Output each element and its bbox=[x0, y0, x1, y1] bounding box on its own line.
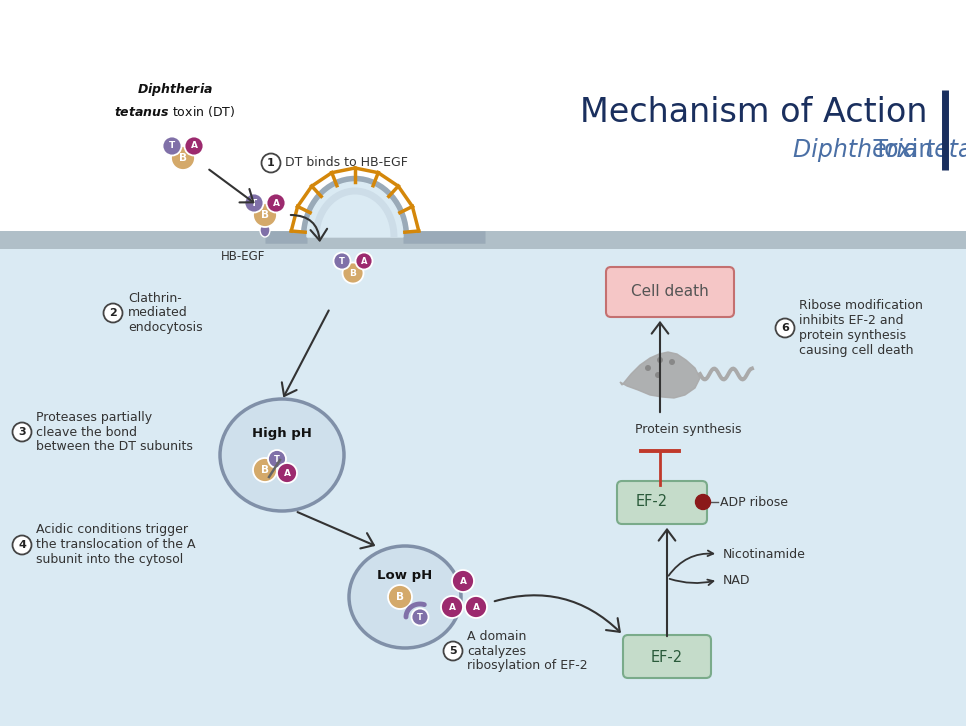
Text: B: B bbox=[396, 592, 404, 602]
Circle shape bbox=[185, 136, 204, 155]
Text: A: A bbox=[190, 142, 197, 150]
Text: A: A bbox=[460, 576, 467, 585]
Text: Toxin: Toxin bbox=[866, 138, 933, 162]
Text: B: B bbox=[179, 153, 187, 163]
Circle shape bbox=[13, 536, 32, 555]
Circle shape bbox=[253, 458, 277, 482]
Circle shape bbox=[244, 194, 264, 213]
Text: T: T bbox=[417, 613, 423, 621]
Circle shape bbox=[645, 365, 651, 371]
Text: T: T bbox=[251, 198, 257, 208]
Text: B: B bbox=[261, 210, 269, 220]
Circle shape bbox=[103, 303, 123, 322]
Circle shape bbox=[655, 372, 661, 378]
Text: T: T bbox=[339, 256, 345, 266]
Polygon shape bbox=[307, 182, 403, 237]
Text: 1: 1 bbox=[268, 158, 275, 168]
Text: Ribose modification
inhibits EF-2 and
protein synthesis
causing cell death: Ribose modification inhibits EF-2 and pr… bbox=[799, 299, 923, 357]
Circle shape bbox=[696, 494, 711, 510]
FancyBboxPatch shape bbox=[623, 635, 711, 678]
Circle shape bbox=[776, 319, 794, 338]
Circle shape bbox=[162, 136, 182, 155]
Text: EF-2: EF-2 bbox=[636, 494, 668, 510]
Text: 5: 5 bbox=[449, 646, 457, 656]
Text: A: A bbox=[360, 256, 367, 266]
Text: Diphtheria tetanus: Diphtheria tetanus bbox=[793, 138, 966, 162]
Text: HB-EGF: HB-EGF bbox=[221, 250, 266, 263]
FancyBboxPatch shape bbox=[606, 267, 734, 317]
Circle shape bbox=[441, 596, 463, 618]
Circle shape bbox=[277, 463, 297, 483]
Text: 6: 6 bbox=[781, 323, 789, 333]
Ellipse shape bbox=[220, 399, 344, 511]
Text: A: A bbox=[283, 468, 291, 478]
Text: A: A bbox=[448, 603, 456, 611]
Text: $\bfit{Diphtheria}$
$\bfit{tetanus}$ toxin (DT): $\bfit{Diphtheria}$ $\bfit{tetanus}$ tox… bbox=[114, 81, 236, 119]
Text: ADP ribose: ADP ribose bbox=[720, 496, 788, 508]
Circle shape bbox=[355, 253, 373, 269]
Text: Mechanism of Action: Mechanism of Action bbox=[581, 96, 928, 129]
Text: NAD: NAD bbox=[723, 574, 751, 587]
Text: High pH: High pH bbox=[252, 428, 312, 441]
Circle shape bbox=[268, 450, 286, 468]
Text: A domain
catalyzes
ribosylation of EF-2: A domain catalyzes ribosylation of EF-2 bbox=[467, 629, 587, 672]
Text: Low pH: Low pH bbox=[378, 568, 433, 582]
Text: Nicotinamide: Nicotinamide bbox=[723, 547, 806, 560]
Circle shape bbox=[412, 608, 429, 626]
Circle shape bbox=[253, 203, 277, 227]
FancyBboxPatch shape bbox=[617, 481, 707, 524]
Ellipse shape bbox=[349, 546, 461, 648]
Circle shape bbox=[343, 263, 363, 283]
Circle shape bbox=[657, 357, 663, 363]
Text: DT binds to HB-EGF: DT binds to HB-EGF bbox=[285, 157, 408, 169]
Bar bbox=[0, 0, 966, 240]
Text: Cell death: Cell death bbox=[631, 285, 709, 300]
Text: A: A bbox=[472, 603, 479, 611]
Circle shape bbox=[388, 585, 412, 609]
Text: Acidic conditions trigger
the translocation of the A
subunit into the cytosol: Acidic conditions trigger the translocat… bbox=[36, 523, 195, 566]
Text: 3: 3 bbox=[18, 427, 26, 437]
Circle shape bbox=[465, 596, 487, 618]
Circle shape bbox=[267, 194, 286, 213]
Text: Proteases partially
cleave the bond
between the DT subunits: Proteases partially cleave the bond betw… bbox=[36, 410, 193, 454]
Text: B: B bbox=[350, 269, 356, 277]
Circle shape bbox=[171, 146, 195, 170]
Text: T: T bbox=[169, 142, 175, 150]
Ellipse shape bbox=[260, 223, 270, 237]
Circle shape bbox=[669, 359, 675, 365]
Bar bbox=[0, 240, 966, 726]
Text: 4: 4 bbox=[18, 540, 26, 550]
Circle shape bbox=[262, 153, 280, 173]
Bar bbox=[0, 231, 966, 249]
Text: A: A bbox=[272, 198, 279, 208]
Circle shape bbox=[452, 570, 474, 592]
Text: Protein synthesis: Protein synthesis bbox=[635, 423, 742, 436]
Text: 2: 2 bbox=[109, 308, 117, 318]
Circle shape bbox=[333, 253, 351, 269]
Text: EF-2: EF-2 bbox=[651, 650, 683, 664]
Text: Clathrin-
mediated
endocytosis: Clathrin- mediated endocytosis bbox=[128, 292, 203, 335]
Text: T: T bbox=[274, 454, 280, 463]
Text: B: B bbox=[261, 465, 269, 475]
Polygon shape bbox=[620, 352, 700, 398]
Circle shape bbox=[13, 423, 32, 441]
Circle shape bbox=[443, 642, 463, 661]
